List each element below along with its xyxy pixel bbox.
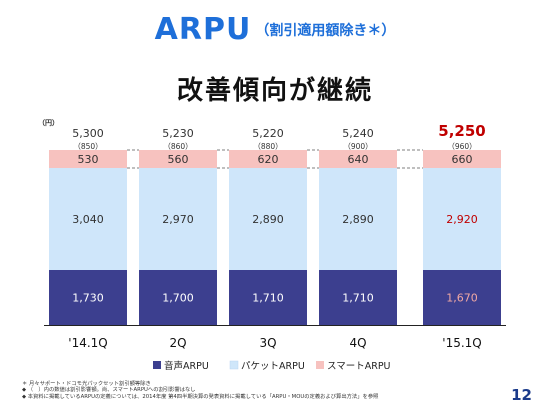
headline: 改善傾向が継続 <box>176 76 373 106</box>
y-axis-unit: （円） <box>38 119 59 127</box>
discount-value-label: （860） <box>163 142 192 151</box>
bar-segment-voice <box>423 270 501 325</box>
voice-value-label: 1,670 <box>446 292 478 305</box>
legend-swatch <box>316 361 324 369</box>
footnote: ◆ （ ）内の数値は割引影響額。尚、スマートARPUへの割引影響はなし <box>22 387 196 394</box>
bar-segment-voice <box>229 270 307 325</box>
smart-value-label: 660 <box>452 153 473 166</box>
bar-segment-voice <box>139 270 217 325</box>
smart-value-label: 560 <box>168 153 189 166</box>
total-value-label: 5,300 <box>72 127 104 140</box>
bar-segment-packet <box>229 168 307 270</box>
legend-label: スマートARPU <box>327 361 391 372</box>
slide-subtitle: （割引適用額除き＊） <box>255 22 396 39</box>
bar-segment-smart <box>423 150 501 168</box>
total-value-label: 5,230 <box>162 127 194 140</box>
total-value-label: 5,220 <box>252 127 284 140</box>
voice-value-label: 1,730 <box>72 292 104 305</box>
legend-swatch <box>229 360 239 370</box>
smart-value-label: 640 <box>348 153 369 166</box>
bar-segment-packet <box>423 168 501 270</box>
discount-value-label: （880） <box>253 142 282 151</box>
bar-segment-packet <box>139 168 217 270</box>
page-number: 12 <box>511 386 532 404</box>
legend-label: 音声ARPU <box>164 360 209 372</box>
bar-segment-packet <box>49 168 127 270</box>
bar-segment-smart <box>49 150 127 168</box>
packet-value-label: 2,920 <box>446 213 478 226</box>
total-value-label: 5,250 <box>438 122 485 140</box>
bar-segment-voice <box>319 270 397 325</box>
slide-title: ARPU <box>154 12 252 47</box>
footnote: ◆ 本資料に掲載しているARPUの定義については、2014年度 第4四半期決算の… <box>22 393 379 400</box>
x-tick-label: 2Q <box>169 336 186 350</box>
packet-value-label: 2,890 <box>342 213 374 226</box>
legend-swatch <box>153 361 161 369</box>
x-tick-label: '15.1Q <box>442 336 481 350</box>
total-value-label: 5,240 <box>342 127 374 140</box>
voice-value-label: 1,700 <box>162 292 194 305</box>
footnotes: ＊ 月々サポート・ドコモ光パックセット割引額等除き ◆ （ ）内の数値は割引影響… <box>22 381 492 400</box>
title-row: ARPU （割引適用額除き＊） <box>0 12 550 47</box>
legend-label: パケットARPU <box>241 361 305 372</box>
discount-value-label: （960） <box>447 142 476 151</box>
voice-value-label: 1,710 <box>252 292 284 305</box>
x-tick-label: 4Q <box>349 336 366 350</box>
smart-value-label: 620 <box>258 153 279 166</box>
bar-segment-packet <box>319 168 397 270</box>
x-tick-label: '14.1Q <box>68 336 107 350</box>
discount-value-label: （850） <box>73 142 102 151</box>
smart-value-label: 530 <box>78 153 99 166</box>
footnote: ＊ 月々サポート・ドコモ光パックセット割引額等除き <box>22 381 151 387</box>
discount-value-label: （900） <box>343 142 372 151</box>
bar-segment-voice <box>49 270 127 325</box>
x-tick-label: 3Q <box>259 336 276 350</box>
packet-value-label: 2,970 <box>162 213 194 226</box>
packet-value-label: 3,040 <box>72 213 104 226</box>
bar-segment-smart <box>229 150 307 168</box>
bar-segment-smart <box>139 150 217 168</box>
voice-value-label: 1,710 <box>342 292 374 305</box>
bar-segment-smart <box>319 150 397 168</box>
packet-value-label: 2,890 <box>252 213 284 226</box>
